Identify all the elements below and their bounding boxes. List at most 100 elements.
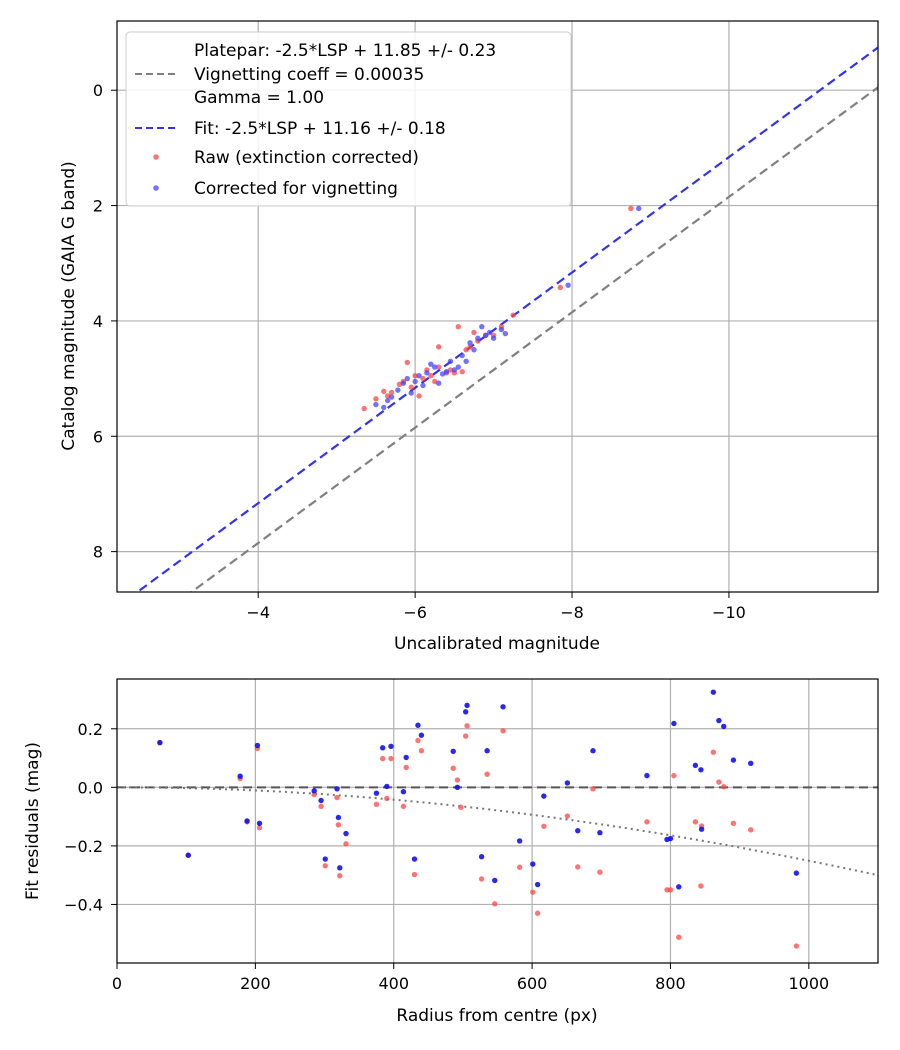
corrected-point: [408, 390, 414, 396]
corrected-residual-point: [334, 786, 340, 792]
raw-point: [435, 364, 442, 370]
corrected-point: [498, 326, 505, 333]
corrected-residual-point: [384, 783, 390, 790]
raw-residual-point: [464, 723, 470, 729]
platepar-line: [189, 86, 878, 592]
corrected-residual-point: [671, 720, 677, 727]
raw-residual-point: [256, 825, 263, 831]
raw-point: [420, 375, 426, 382]
corrected-residual-point: [698, 826, 705, 832]
legend-vignetting-label: Vignetting coeff = 0.00035: [194, 65, 424, 85]
corrected-residual-point: [541, 793, 547, 799]
corrected-residual-point: [379, 745, 386, 751]
corrected-residual-point: [418, 732, 425, 738]
raw-point: [467, 344, 473, 350]
corrected-residual-point: [534, 881, 541, 888]
corrected-point: [420, 382, 426, 389]
corrected-residual-point: [564, 780, 571, 786]
raw-residual-point: [541, 823, 547, 829]
raw-residual-point: [484, 771, 490, 777]
bottom-y-tick-label: 0.2: [78, 720, 103, 739]
top-x-axis-label: Uncalibrated magnitude: [394, 634, 600, 654]
corrected-point: [486, 329, 493, 336]
corrected-residual-point: [748, 760, 754, 767]
raw-residual-point: [384, 795, 390, 802]
raw-residual-point: [730, 820, 737, 827]
raw-residual-point: [575, 864, 581, 870]
top-y-tick-label: 4: [93, 312, 103, 331]
legend-corrected-marker: [153, 185, 159, 191]
corrected-residual-point: [403, 754, 409, 761]
corrected-residual-point: [388, 743, 394, 750]
corrected-point: [381, 404, 387, 411]
raw-residual-point: [343, 841, 349, 847]
raw-point: [435, 344, 442, 350]
legend-platepar-label: Platepar: -2.5*LSP + 11.85 +/- 0.23: [194, 41, 496, 61]
corrected-residual-point: [597, 830, 603, 836]
corrected-residual-point: [322, 856, 328, 862]
corrected-point: [435, 380, 442, 386]
calibration-plot: −4 −6 −8 −10 0 2 4 6 8 Uncalibrated magnitude Ca…: [59, 20, 879, 654]
raw-residual-point: [458, 804, 464, 810]
raw-point: [428, 373, 434, 379]
raw-residual-point: [400, 803, 407, 810]
top-y-tick-label: 8: [93, 543, 103, 562]
corrected-point: [565, 282, 571, 288]
legend-raw-label: Raw (extinction corrected): [194, 148, 419, 168]
residuals-plot: 0 200 400 600 800 1000 −0.4 −0.2 0.0 0.2 Radius f…: [23, 678, 879, 1026]
corrected-point: [428, 361, 434, 367]
corrected-residual-point: [730, 757, 737, 763]
raw-residual-point: [403, 764, 409, 771]
corrected-residual-point: [516, 838, 523, 844]
corrected-residual-point: [676, 884, 682, 890]
bottom-plot-frame: [116, 678, 879, 964]
raw-residual-point: [667, 887, 674, 893]
legend-box: [125, 31, 572, 207]
raw-residual-point: [692, 819, 699, 825]
corrected-point: [384, 397, 391, 404]
raw-point: [557, 284, 563, 291]
corrected-point: [443, 368, 450, 375]
raw-residual-point: [671, 772, 677, 779]
top-x-tick-label: −10: [712, 603, 746, 622]
corrected-point: [479, 323, 485, 330]
raw-point: [388, 389, 395, 396]
corrected-point: [424, 370, 430, 376]
top-y-tick-label: 2: [93, 197, 103, 216]
bottom-x-axis-label: Radius from centre (px): [396, 1006, 597, 1026]
raw-point: [628, 205, 634, 212]
corrected-residual-point: [311, 788, 317, 794]
raw-residual-point: [793, 943, 800, 949]
raw-point: [510, 312, 516, 318]
bottom-y-tick-label: −0.4: [64, 895, 103, 914]
raw-point: [455, 323, 461, 330]
raw-residual-point: [337, 873, 343, 879]
raw-residual-point: [373, 801, 380, 808]
corrected-point: [439, 371, 446, 377]
bottom-x-tick-label: 200: [240, 974, 271, 993]
legend-raw-marker: [153, 154, 159, 160]
corrected-residual-point: [337, 865, 343, 871]
raw-residual-point: [564, 813, 571, 819]
raw-residual-point: [721, 784, 727, 790]
corrected-point: [416, 373, 422, 379]
raw-residual-point: [710, 749, 717, 755]
corrected-residual-point: [667, 835, 674, 842]
corrected-residual-point: [157, 739, 163, 746]
raw-residual-point: [676, 934, 682, 940]
corrected-residual-point: [716, 717, 722, 724]
corrected-residual-point: [721, 723, 727, 730]
raw-residual-point: [462, 733, 469, 739]
corrected-point: [447, 358, 454, 364]
bottom-y-axis-label: Fit residuals (mag): [23, 742, 43, 900]
corrected-residual-point: [710, 689, 717, 695]
raw-residual-point: [492, 901, 498, 907]
corrected-point: [404, 375, 410, 382]
raw-residual-point: [454, 777, 461, 783]
corrected-point: [451, 367, 458, 373]
corrected-residual-point: [478, 854, 485, 860]
corrected-point: [455, 364, 461, 370]
raw-point: [373, 396, 379, 402]
corrected-residual-point: [400, 789, 407, 795]
